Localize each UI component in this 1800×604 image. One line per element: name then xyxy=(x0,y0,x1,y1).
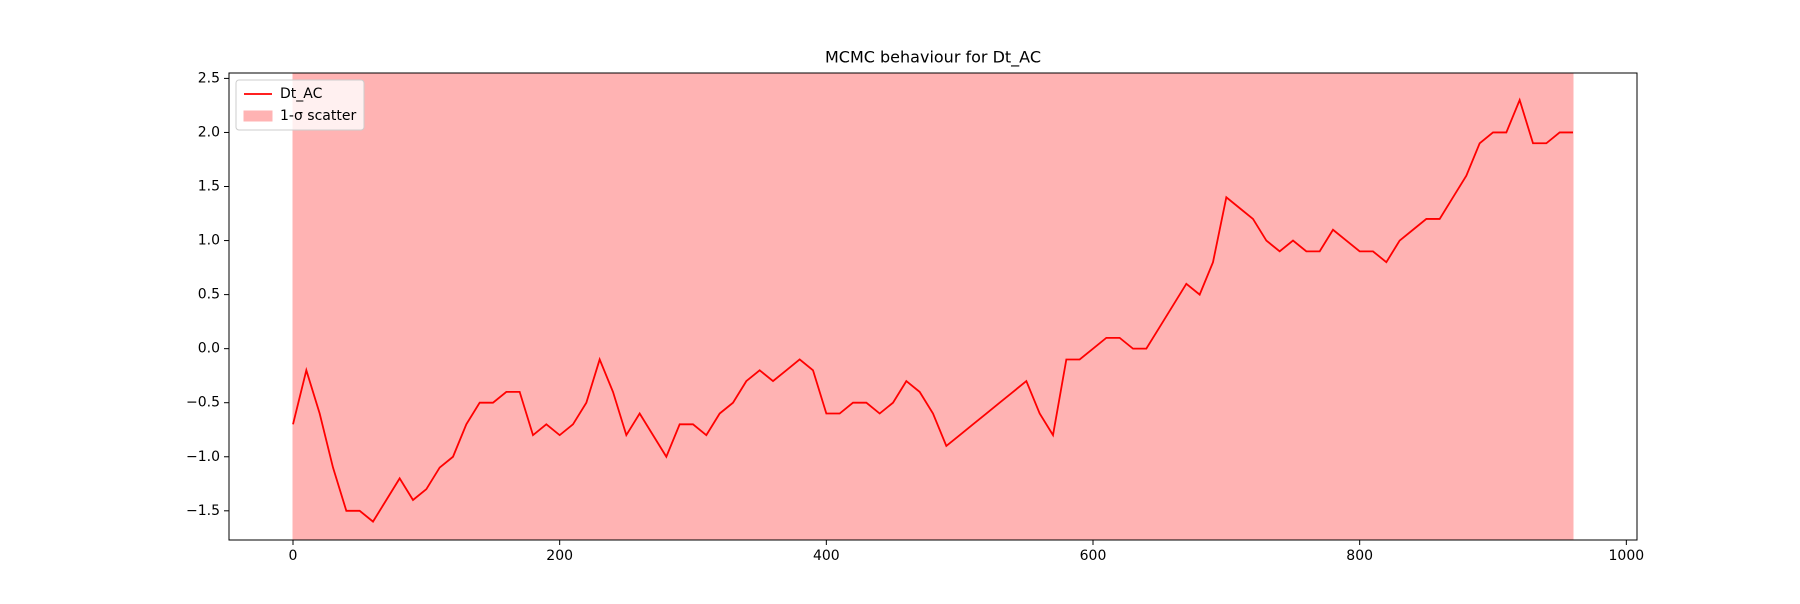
y-tick-label: 1.0 xyxy=(198,233,220,249)
y-tick-label: 0.5 xyxy=(198,287,220,303)
y-tick-label: −0.5 xyxy=(186,395,220,411)
y-tick-label: −1.0 xyxy=(186,449,220,465)
y-tick-label: 2.0 xyxy=(198,124,220,140)
y-tick-label: 0.0 xyxy=(198,341,220,357)
x-tick-label: 200 xyxy=(546,548,573,564)
legend-label: 1-σ scatter xyxy=(280,108,356,124)
x-tick-label: 0 xyxy=(289,548,298,564)
plot-area xyxy=(292,73,1574,540)
y-tick-label: 2.5 xyxy=(198,70,220,86)
legend-label: Dt_AC xyxy=(280,86,323,102)
chart-title: MCMC behaviour for Dt_AC xyxy=(825,48,1041,68)
axes-frame xyxy=(228,72,1638,541)
y-tick-label: −1.5 xyxy=(186,503,220,519)
y-tick-label: 1.5 xyxy=(198,179,220,195)
legend-swatch xyxy=(243,110,273,122)
x-tick-label: 1000 xyxy=(1609,548,1645,564)
data-line xyxy=(292,97,1573,523)
x-tick-label: 800 xyxy=(1346,548,1373,564)
x-tick-label: 400 xyxy=(813,548,840,564)
scatter-band xyxy=(292,73,1574,540)
x-tick-label: 600 xyxy=(1080,548,1107,564)
